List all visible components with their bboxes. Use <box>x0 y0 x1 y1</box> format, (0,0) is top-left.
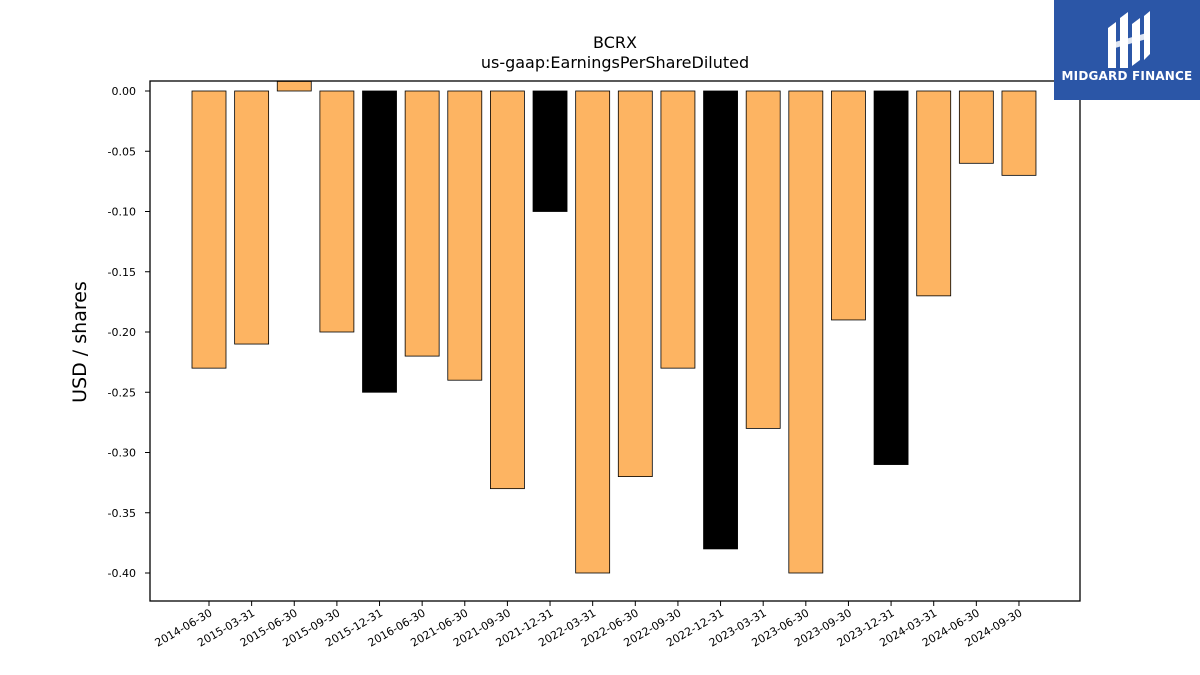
bar-2014-06-30 <box>191 90 227 369</box>
y-tick-label: 0.00 <box>112 85 137 98</box>
bar-2023-06-30 <box>788 90 824 574</box>
y-tick-label: -0.35 <box>108 507 136 520</box>
y-axis-label: USD / shares <box>69 281 91 403</box>
y-tick-label: -0.15 <box>108 266 136 279</box>
bar-2023-09-30 <box>831 90 866 321</box>
midgard-finance-logo-icon <box>1108 11 1150 68</box>
bar-2024-09-30 <box>1001 90 1037 176</box>
bar-2021-12-31 <box>532 90 568 212</box>
x-ticks-group: 2014-06-302015-03-312015-06-302015-09-30… <box>153 601 1024 650</box>
y-ticks-group: 0.00 -0.05 -0.10 -0.15 -0.20 -0.25 -0.30 -0.35 -… <box>108 85 150 580</box>
bar-2021-06-30 <box>447 90 483 381</box>
bar-2022-06-30 <box>617 90 653 478</box>
bar-2016-06-30 <box>404 90 440 357</box>
bar-2022-09-30 <box>660 90 696 369</box>
brand-name: MIDGARD FINANCE <box>1061 69 1193 83</box>
bar-2015-06-30 <box>276 80 312 92</box>
y-tick-label: -0.20 <box>108 326 136 339</box>
brand-logo: MIDGARD FINANCE <box>1054 0 1200 100</box>
bar-2021-09-30 <box>490 90 525 490</box>
chart-title: BCRX <box>593 33 637 52</box>
bar-2015-12-31 <box>362 90 397 393</box>
bar-2024-03-31 <box>916 90 952 297</box>
y-tick-label: -0.30 <box>108 447 136 460</box>
plot-frame <box>149 80 1081 602</box>
chart-subtitle: us-gaap:EarningsPerShareDiluted <box>481 53 749 72</box>
bars-group <box>191 80 1037 574</box>
bar-2015-03-31 <box>234 90 270 345</box>
bar-2023-03-31 <box>745 90 781 429</box>
bar-2023-12-31 <box>873 90 909 465</box>
bar-2024-06-30 <box>958 90 994 164</box>
y-tick-label: -0.05 <box>108 145 136 158</box>
bar-2022-12-31 <box>703 90 738 550</box>
y-tick-label: -0.40 <box>108 567 136 580</box>
bar-2022-03-31 <box>575 90 611 574</box>
y-tick-label: -0.10 <box>108 206 136 219</box>
bar-2015-09-30 <box>319 90 355 333</box>
y-tick-label: -0.25 <box>108 386 136 399</box>
